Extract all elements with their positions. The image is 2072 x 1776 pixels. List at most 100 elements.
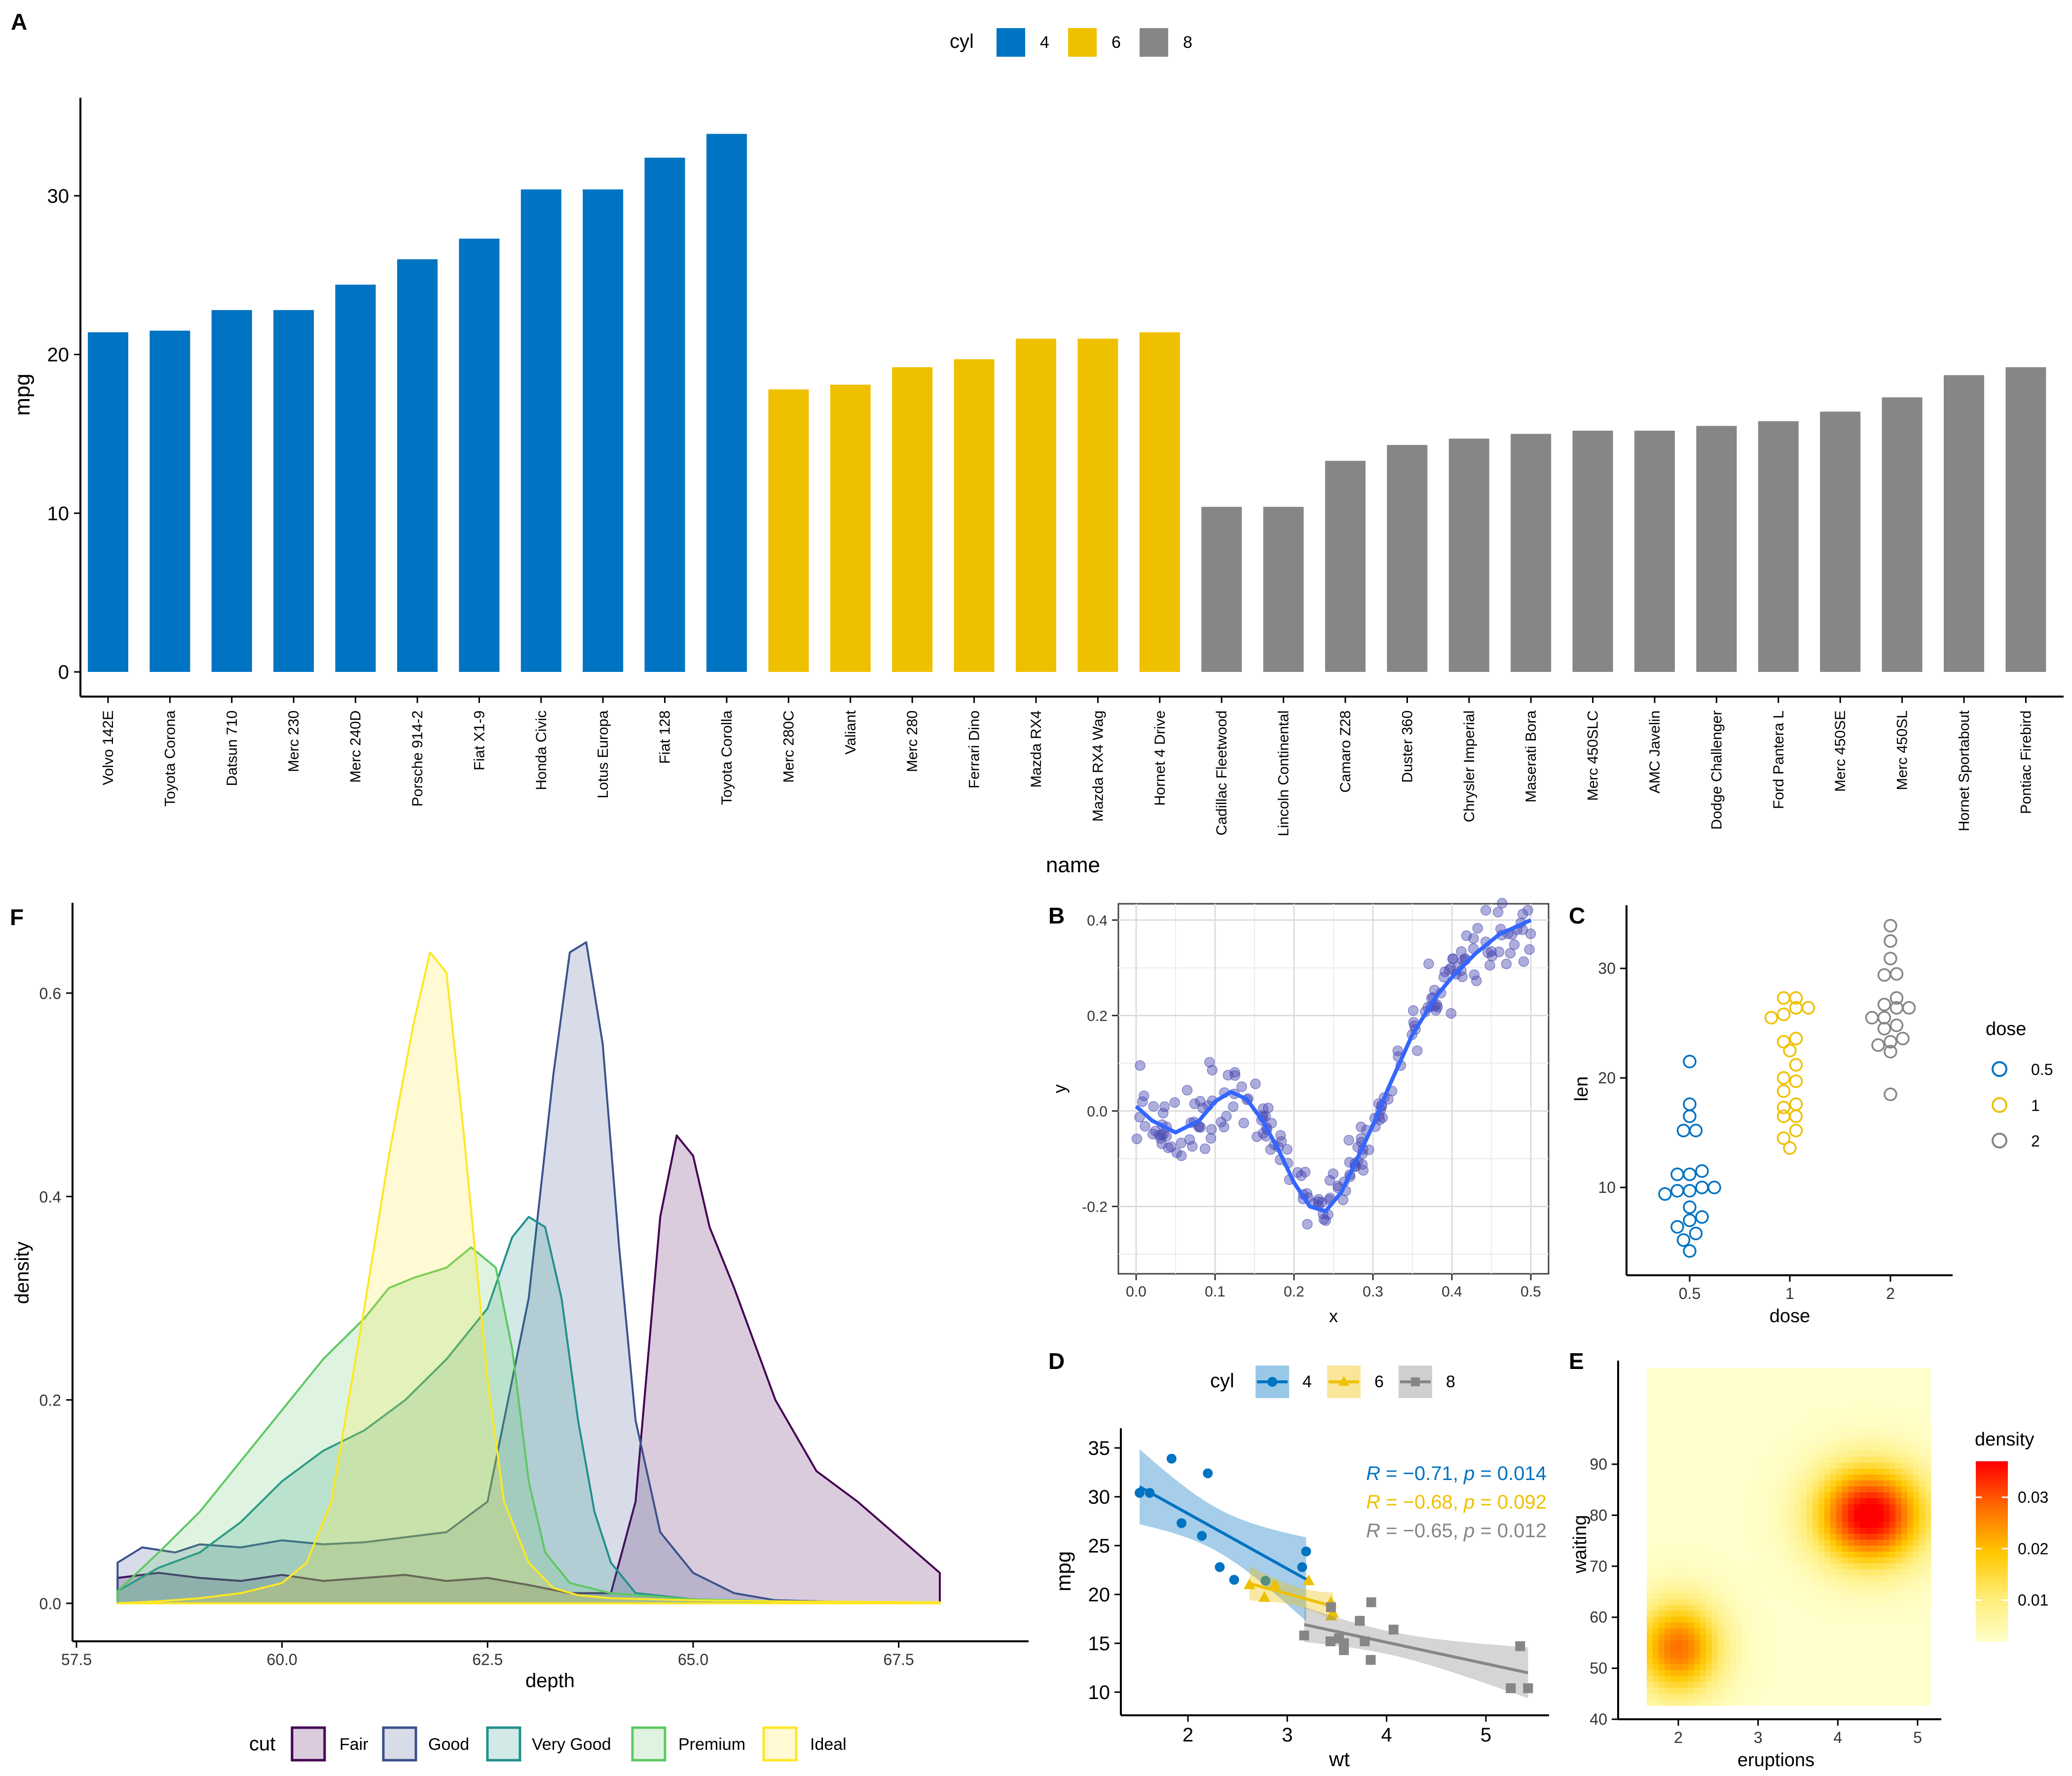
- heatmap-cell: [1836, 1623, 1843, 1629]
- heatmap-cell: [1665, 1694, 1671, 1700]
- heatmap-cell: [1777, 1492, 1783, 1499]
- x-tick-label-toyota-corolla: Toyota Corolla: [719, 710, 735, 805]
- heatmap-cell: [1753, 1421, 1760, 1428]
- heatmap-cell: [1736, 1634, 1742, 1641]
- scatter-point: [1176, 1150, 1187, 1161]
- dot-dose-2: [1877, 1011, 1891, 1025]
- heatmap-cell: [1824, 1546, 1831, 1552]
- heatmap-cell: [1777, 1463, 1783, 1469]
- heatmap-cell: [1895, 1374, 1902, 1380]
- heatmap-cell: [1724, 1480, 1730, 1487]
- heatmap-cell: [1807, 1439, 1813, 1445]
- heatmap-cell: [1872, 1581, 1878, 1588]
- dot-dose-0-5: [1683, 1213, 1697, 1227]
- heatmap-cell: [1724, 1682, 1730, 1688]
- heatmap-cell: [1907, 1492, 1914, 1499]
- heatmap-cell: [1824, 1386, 1831, 1392]
- heatmap-cell: [1747, 1439, 1754, 1445]
- heatmap-cell: [1913, 1457, 1920, 1463]
- heatmap-cell: [1854, 1433, 1860, 1440]
- heatmap-cell: [1747, 1575, 1754, 1582]
- heatmap-cell: [1878, 1682, 1884, 1688]
- heatmap-cell: [1771, 1634, 1777, 1641]
- heatmap-cell: [1694, 1421, 1701, 1428]
- heatmap-cell: [1866, 1492, 1872, 1499]
- regression-line-cyl-8: [1303, 1623, 1528, 1674]
- heatmap-cell: [1783, 1398, 1789, 1404]
- heatmap-cell: [1653, 1486, 1659, 1493]
- panel-c-legend: dose 0.5 1 2: [1986, 1019, 2053, 1150]
- heatmap-cell: [1818, 1546, 1825, 1552]
- heatmap-cell: [1670, 1380, 1677, 1386]
- heatmap-cell: [1913, 1569, 1920, 1576]
- heatmap-cell: [1878, 1652, 1884, 1659]
- heatmap-cell: [1665, 1587, 1671, 1593]
- heatmap-cell: [1807, 1557, 1813, 1564]
- heatmap-cell: [1860, 1427, 1866, 1434]
- heatmap-cell: [1759, 1640, 1766, 1647]
- corr-label-cyl-6: R = −0.68, p = 0.092: [1366, 1491, 1547, 1513]
- legend-label-good: Good: [428, 1735, 469, 1754]
- heatmap-cell: [1647, 1380, 1653, 1386]
- heatmap-cell: [1818, 1658, 1825, 1665]
- heatmap-cell: [1866, 1409, 1872, 1416]
- heatmap-cell: [1913, 1605, 1920, 1611]
- heatmap-cell: [1765, 1386, 1772, 1392]
- heatmap-cell: [1724, 1457, 1730, 1463]
- scatter-point: [1216, 1116, 1226, 1128]
- heatmap-cell: [1836, 1628, 1843, 1635]
- heatmap-cell: [1789, 1634, 1795, 1641]
- heatmap-cell: [1813, 1534, 1819, 1540]
- panel-f-y-tick-label: 0.0: [39, 1595, 61, 1613]
- colorbar-segment: [1976, 1479, 2008, 1483]
- heatmap-cell: [1830, 1617, 1837, 1623]
- scatter-point: [1302, 1219, 1313, 1230]
- heatmap-cell: [1884, 1587, 1890, 1593]
- heatmap-cell: [1801, 1457, 1807, 1463]
- heatmap-cell: [1730, 1540, 1736, 1546]
- heatmap-cell: [1860, 1439, 1866, 1445]
- heatmap-cell: [1777, 1380, 1783, 1386]
- heatmap-cell: [1730, 1386, 1736, 1392]
- heatmap-cell: [1694, 1540, 1701, 1546]
- heatmap-cell: [1736, 1552, 1742, 1558]
- heatmap-cell: [1724, 1368, 1730, 1374]
- heatmap-cell: [1700, 1522, 1706, 1528]
- colorbar-segment: [1976, 1584, 2008, 1588]
- heatmap-cell: [1653, 1552, 1659, 1558]
- heatmap-cell: [1919, 1469, 1925, 1475]
- heatmap-cell: [1889, 1451, 1896, 1457]
- heatmap-cell: [1813, 1374, 1819, 1380]
- heatmap-cell: [1730, 1528, 1736, 1534]
- heatmap-cell: [1901, 1575, 1908, 1582]
- legend-point-dose-0-5: [1992, 1061, 2007, 1077]
- heatmap-cell: [1901, 1581, 1908, 1588]
- heatmap-cell: [1901, 1380, 1908, 1386]
- heatmap-cell: [1813, 1421, 1819, 1428]
- heatmap-cell: [1759, 1569, 1766, 1576]
- heatmap-cell: [1653, 1569, 1659, 1576]
- heatmap-cell: [1747, 1688, 1754, 1694]
- panel-f-x-tick-label: 67.5: [884, 1651, 914, 1668]
- heatmap-cell: [1801, 1676, 1807, 1682]
- heatmap-cell: [1706, 1510, 1712, 1517]
- heatmap-cell: [1842, 1611, 1849, 1617]
- heatmap-cell: [1824, 1569, 1831, 1576]
- heatmap-cell: [1884, 1611, 1890, 1617]
- heatmap-cell: [1907, 1392, 1914, 1398]
- heatmap-cell: [1724, 1469, 1730, 1475]
- heatmap-cell: [1783, 1546, 1789, 1552]
- scatter-point: [1176, 1138, 1187, 1148]
- heatmap-cell: [1741, 1694, 1748, 1700]
- heatmap-cell: [1889, 1605, 1896, 1611]
- heatmap-cell: [1919, 1546, 1925, 1552]
- heatmap-cell: [1718, 1563, 1724, 1570]
- heatmap-cell: [1688, 1623, 1695, 1629]
- colorbar-segment: [1976, 1521, 2008, 1525]
- heatmap-cell: [1736, 1575, 1742, 1582]
- heatmap-cell: [1771, 1510, 1777, 1517]
- heatmap-cell: [1895, 1640, 1902, 1647]
- heatmap-cell: [1789, 1374, 1795, 1380]
- confidence-band-cyl-6: [1249, 1566, 1333, 1620]
- heatmap-cell: [1700, 1581, 1706, 1588]
